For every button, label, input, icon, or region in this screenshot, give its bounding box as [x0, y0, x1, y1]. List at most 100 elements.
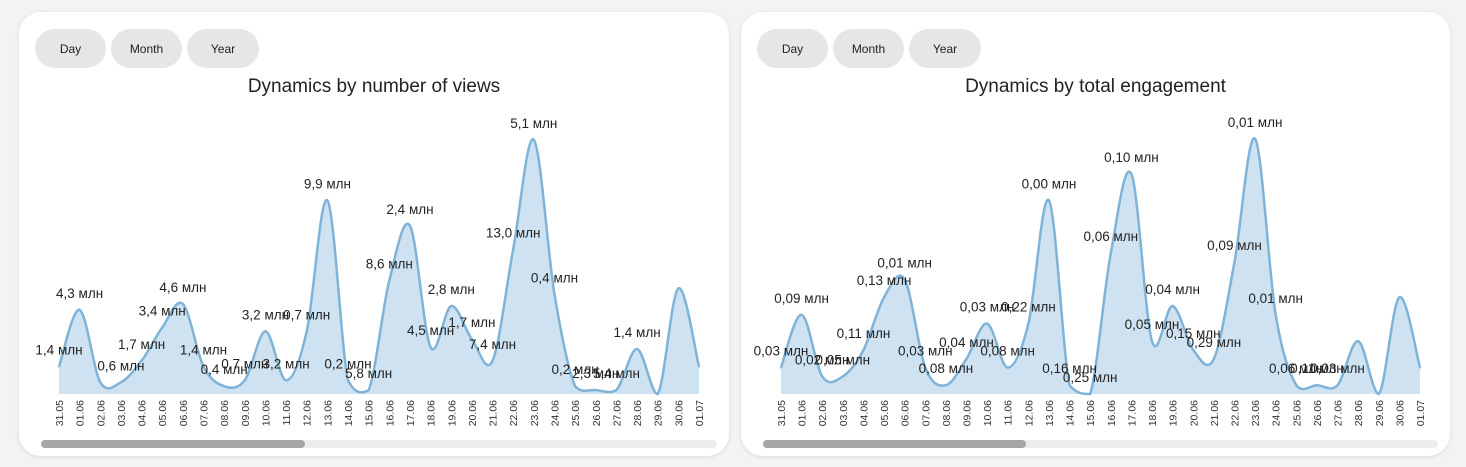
data-point[interactable] [882, 296, 886, 299]
data-point[interactable] [1295, 384, 1298, 387]
data-point[interactable] [119, 381, 123, 384]
data-point[interactable] [243, 379, 246, 382]
data-point[interactable] [202, 365, 205, 368]
data-label: 0,4 млн [201, 362, 248, 377]
data-point[interactable] [944, 384, 948, 387]
data-point[interactable] [1357, 340, 1360, 343]
data-point[interactable] [1233, 260, 1236, 264]
horizontal-scrollbar[interactable] [41, 440, 717, 448]
data-point[interactable] [1068, 384, 1071, 387]
data-point[interactable] [1398, 296, 1401, 299]
data-label: 0,22 млн [1001, 300, 1056, 315]
series-area [59, 139, 699, 394]
data-label: 0,10 млн [1104, 150, 1159, 165]
data-point[interactable] [656, 392, 659, 396]
x-tick-label: 24.06 [550, 400, 562, 426]
data-point[interactable] [1089, 392, 1092, 396]
data-point[interactable] [1418, 366, 1422, 369]
horizontal-scrollbar[interactable] [763, 440, 1438, 448]
data-point[interactable] [57, 365, 61, 368]
data-point[interactable] [615, 388, 618, 392]
data-label: 0,04 млн [1145, 282, 1200, 297]
data-point[interactable] [1192, 348, 1195, 352]
data-point[interactable] [573, 385, 577, 388]
data-point[interactable] [862, 348, 865, 352]
data-label: 0,7 млн [283, 307, 330, 322]
data-point[interactable] [532, 138, 535, 141]
data-point[interactable] [903, 278, 906, 281]
data-point[interactable] [1377, 392, 1380, 396]
data-point[interactable] [326, 199, 329, 202]
data-point[interactable] [78, 308, 81, 312]
data-point[interactable] [1006, 366, 1009, 369]
data-point[interactable] [346, 379, 350, 382]
data-point[interactable] [223, 385, 226, 388]
data-point[interactable] [697, 365, 701, 368]
data-point[interactable] [1212, 357, 1216, 360]
data-point[interactable] [1171, 304, 1174, 308]
day-button[interactable]: Day [35, 29, 106, 68]
x-tick-label: 31.05 [776, 400, 788, 426]
x-tick-label: 23.06 [529, 400, 541, 426]
data-point[interactable] [594, 388, 597, 392]
data-label: 0,01 млн [1248, 291, 1303, 306]
data-point[interactable] [491, 359, 494, 362]
data-label: 1,4 млн [35, 343, 82, 358]
data-point[interactable] [305, 330, 308, 333]
data-point[interactable] [264, 330, 267, 333]
data-point[interactable] [1253, 137, 1257, 140]
x-tick-label: 25.06 [570, 400, 582, 426]
data-point[interactable] [1274, 313, 1277, 316]
data-point[interactable] [985, 322, 989, 325]
x-tick-label: 02.06 [817, 400, 829, 426]
data-label: 0,05 млн [1125, 317, 1180, 332]
data-point[interactable] [140, 359, 143, 362]
data-point[interactable] [965, 357, 968, 360]
data-point[interactable] [1027, 322, 1030, 325]
month-button[interactable]: Month [833, 29, 904, 68]
data-label: 0,00 млн [1022, 176, 1077, 191]
data-point[interactable] [429, 345, 432, 349]
data-point[interactable] [408, 224, 412, 227]
data-point[interactable] [512, 248, 515, 251]
scrollbar-thumb[interactable] [41, 440, 305, 448]
data-point[interactable] [388, 279, 391, 282]
x-tick-label: 01.06 [75, 400, 87, 426]
year-button[interactable]: Year [909, 29, 981, 68]
data-point[interactable] [1150, 340, 1154, 343]
data-point[interactable] [800, 313, 803, 316]
data-point[interactable] [635, 347, 639, 351]
data-point[interactable] [1315, 384, 1319, 387]
month-button[interactable]: Month [111, 29, 182, 68]
x-tick-label: 15.06 [1085, 400, 1097, 426]
data-point[interactable] [1047, 199, 1051, 202]
day-button[interactable]: Day [757, 29, 828, 68]
data-point[interactable] [779, 366, 783, 369]
scrollbar-thumb[interactable] [763, 440, 1027, 448]
data-point[interactable] [1130, 172, 1133, 176]
data-point[interactable] [181, 302, 185, 306]
data-point[interactable] [284, 379, 288, 382]
data-point[interactable] [161, 326, 164, 329]
data-point[interactable] [553, 293, 556, 296]
x-tick-label: 24.06 [1271, 400, 1283, 426]
x-tick-label: 14.06 [1065, 400, 1077, 426]
x-tick-label: 12.06 [302, 400, 314, 426]
data-point[interactable] [821, 375, 824, 378]
x-tick-label: 05.06 [157, 400, 169, 426]
data-point[interactable] [367, 388, 370, 392]
data-point[interactable] [99, 381, 102, 384]
data-label: 0,6 млн [97, 358, 144, 373]
data-point[interactable] [841, 375, 844, 378]
data-point[interactable] [450, 304, 453, 308]
data-point[interactable] [1336, 384, 1339, 387]
data-point[interactable] [677, 287, 680, 290]
x-tick-label: 09.06 [962, 400, 974, 426]
x-tick-label: 17.06 [1126, 400, 1138, 426]
data-point[interactable] [924, 366, 927, 369]
x-tick-label: 07.06 [920, 400, 932, 426]
data-point[interactable] [470, 338, 474, 341]
year-button[interactable]: Year [187, 29, 259, 68]
data-point[interactable] [1109, 252, 1112, 255]
x-tick-label: 19.06 [1168, 400, 1180, 426]
